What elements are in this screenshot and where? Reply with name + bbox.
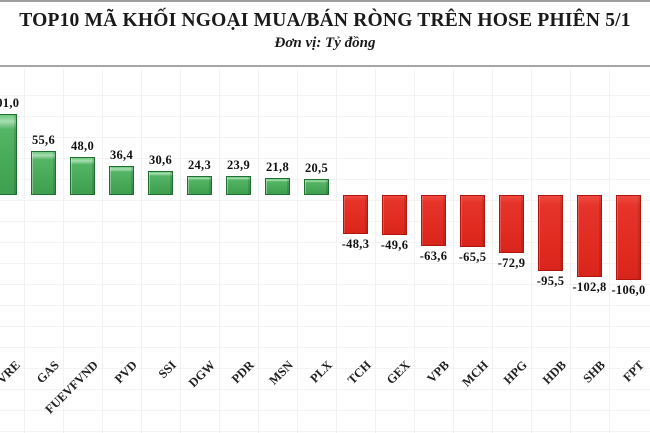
bar-HPG [499, 195, 524, 254]
bar-value-label: -48,3 [341, 236, 370, 251]
bar-value-label: 36,4 [109, 147, 134, 162]
bar-TCH [343, 195, 368, 234]
bar-value-label: 55,6 [31, 132, 56, 147]
plot-area: 101,0VRE55,6GAS48,0FUEVFVND36,4PVD30,6SS… [0, 69, 650, 433]
bar-value-label: 23,9 [226, 157, 251, 172]
bar-value-label: 48,0 [70, 138, 95, 153]
bar-VRE [0, 114, 17, 195]
bar-FPT [616, 195, 641, 280]
bar-value-label: -65,5 [458, 250, 487, 265]
bar-MCH [460, 195, 485, 248]
bar-GAS [31, 150, 56, 195]
bar-FUEVFVND [70, 156, 95, 195]
bar-PDR [226, 175, 251, 195]
bar-PVD [109, 165, 134, 195]
bar-value-label: 21,8 [265, 159, 290, 174]
bar-SSI [148, 170, 173, 195]
bar-MSN [265, 177, 290, 195]
bar-value-label: -63,6 [419, 248, 448, 263]
bar-value-label: -95,5 [536, 274, 565, 289]
bar-HDB [538, 195, 563, 272]
bar-value-label: -72,9 [497, 256, 526, 271]
bar-value-label: 24,3 [187, 157, 212, 172]
chart-subtitle: Đơn vị: Tỷ đồng [274, 35, 376, 52]
bar-SHB [577, 195, 602, 278]
bar-VPB [421, 195, 446, 246]
chart-header: TOP10 MÃ KHỐI NGOẠI MUA/BÁN RÒNG TRÊN HO… [0, 0, 650, 67]
bar-value-label: 20,5 [304, 160, 329, 175]
bar-value-label: -49,6 [380, 237, 409, 252]
bar-value-label: -106,0 [611, 282, 646, 297]
bar-value-label: -102,8 [572, 280, 607, 295]
bar-DGW [187, 175, 212, 195]
bar-value-label: 101,0 [0, 96, 20, 111]
bar-GEX [382, 195, 407, 235]
bar-PLX [304, 178, 329, 195]
chart-title: TOP10 MÃ KHỐI NGOẠI MUA/BÁN RÒNG TRÊN HO… [19, 10, 631, 31]
bar-value-label: 30,6 [148, 152, 173, 167]
